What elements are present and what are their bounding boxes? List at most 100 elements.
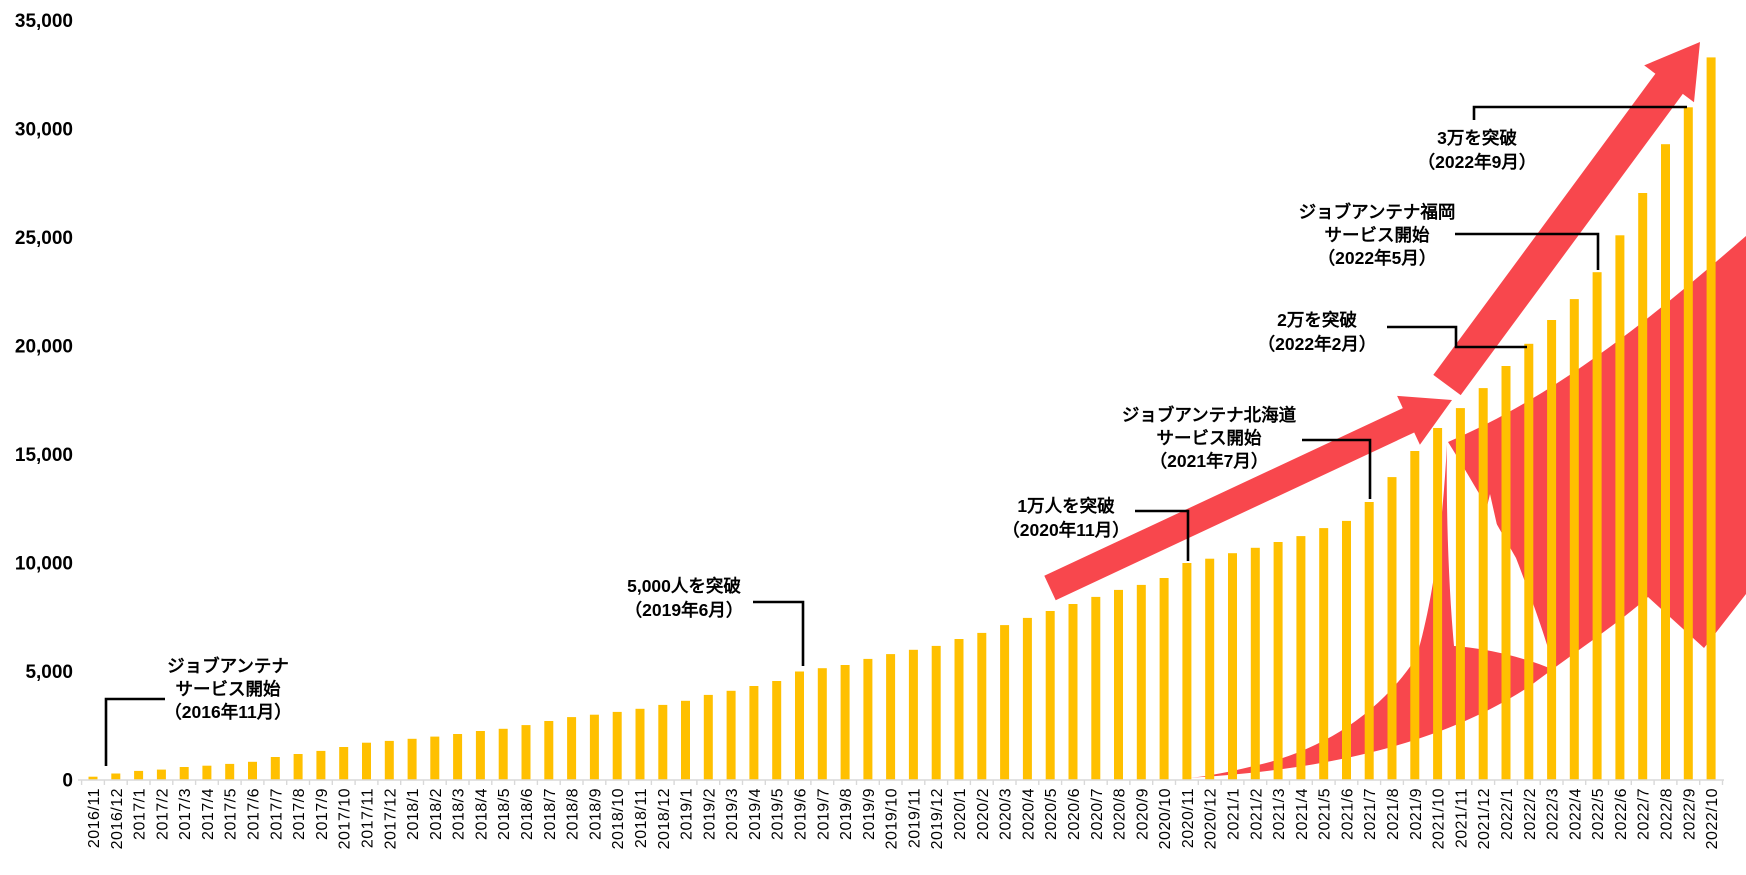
bar-2017/5 [225, 763, 235, 780]
bar-2019/4 [749, 686, 759, 780]
x-tick-label: 2018/12 [656, 788, 673, 849]
annotation-2020/11: 1万人を突破 （2020年11月） [1002, 496, 1190, 561]
x-tick-label: 2020/11 [1180, 788, 1197, 848]
bar-2020/10 [1159, 578, 1169, 780]
bar-2021/4 [1296, 536, 1306, 780]
x-tick-label: 2018/11 [633, 788, 650, 848]
x-tick-label: 2016/12 [109, 788, 126, 849]
bar-2021/11 [1455, 408, 1465, 780]
bar-2017/10 [339, 747, 349, 780]
x-tick-label: 2022/9 [1681, 788, 1698, 840]
bar-2017/7 [270, 757, 280, 780]
x-tick-label: 2020/4 [1020, 788, 1037, 840]
x-tick-label: 2020/5 [1043, 788, 1060, 840]
bar-2021/5 [1319, 528, 1329, 780]
bar-2019/10 [886, 654, 896, 780]
bars-group [88, 57, 1716, 781]
x-tick-label: 2020/7 [1089, 788, 1106, 840]
y-tick-label: 30,000 [15, 120, 73, 141]
y-tick-label: 5,000 [25, 662, 73, 683]
x-tick-label: 2018/3 [451, 788, 468, 840]
x-tick-label: 2017/12 [382, 788, 399, 849]
annotation-connector [104, 697, 165, 766]
annotation-text: サービス開始 [176, 679, 281, 699]
bar-2020/9 [1136, 584, 1146, 780]
x-tick-label: 2021/8 [1385, 788, 1402, 840]
x-tick-label: 2019/4 [747, 788, 764, 840]
bar-2018/5 [498, 728, 508, 780]
bar-2018/2 [430, 736, 440, 780]
bar-2020/5 [1045, 611, 1055, 780]
x-tick-label: 2017/7 [268, 788, 285, 840]
bar-2017/2 [156, 769, 166, 780]
annotation-text: （2020年11月） [1002, 520, 1129, 540]
x-tick-label: 2022/3 [1545, 788, 1562, 840]
y-tick-label: 15,000 [15, 445, 73, 466]
annotation-connector [1135, 509, 1190, 561]
annotation-text: （2022年9月） [1418, 152, 1537, 172]
bar-2019/11 [908, 649, 918, 780]
x-tick-label: 2021/9 [1408, 788, 1425, 840]
annotation-connector [1387, 325, 1527, 349]
bar-2022/10 [1706, 57, 1716, 780]
x-tick-label: 2019/1 [679, 788, 696, 840]
bar-2019/2 [703, 694, 713, 780]
x-tick-label: 2020/8 [1112, 788, 1129, 840]
x-tick-label: 2022/1 [1499, 788, 1516, 840]
x-axis-labels: 2016/11 2016/12 2017/1 2017/2 2017/3 2017/4 20… [86, 788, 1721, 849]
bar-2019/6 [795, 671, 804, 780]
x-tick-label: 2021/3 [1271, 788, 1288, 840]
x-tick-label: 2021/2 [1248, 788, 1265, 840]
x-tick-label: 2017/6 [246, 788, 263, 840]
bar-2019/7 [817, 668, 827, 780]
bar-2022/1 [1501, 366, 1511, 780]
y-tick-label: 0 [62, 771, 73, 792]
annotation-2022/2: 2万を突破 （2022年2月） [1258, 310, 1527, 354]
annotation-connector [1302, 438, 1372, 499]
milestone-annotations: ジョブアンテナサービス開始（2016年11月）5,000人を突破（2019年6月… [104, 105, 1687, 766]
big-growth-swoosh-arrow [1187, 236, 1746, 778]
bar-2020/2 [977, 632, 987, 780]
bar-2021/3 [1273, 542, 1283, 780]
bar-2020/12 [1205, 558, 1215, 780]
x-tick-label: 2019/5 [770, 788, 787, 840]
annotation-connector [1472, 105, 1687, 120]
trend-arrow-upper [1433, 42, 1700, 396]
bar-2021/10 [1433, 428, 1443, 780]
annotation-connector [1455, 232, 1600, 270]
bar-2018/11 [635, 708, 645, 780]
x-tick-label: 2019/9 [861, 788, 878, 840]
bar-2020/6 [1068, 604, 1078, 780]
x-tick-label: 2016/11 [86, 788, 103, 848]
bar-2017/8 [293, 754, 303, 780]
x-tick-label: 2017/1 [132, 788, 149, 840]
y-tick-label: 10,000 [15, 554, 73, 575]
x-tick-label: 2020/1 [952, 788, 969, 840]
x-tick-label: 2020/12 [1203, 788, 1220, 849]
bar-2018/9 [589, 714, 599, 780]
annotation-text: ジョブアンテナ [167, 656, 289, 676]
bar-2021/8 [1387, 477, 1397, 780]
x-tick-label: 2020/10 [1157, 788, 1174, 849]
bar-2021/1 [1228, 553, 1237, 780]
annotation-text: 2万を突破 [1277, 310, 1357, 330]
bar-2019/12 [931, 645, 941, 780]
annotation-connector [753, 600, 805, 666]
annotation-text: ジョブアンテナ北海道 [1122, 405, 1297, 425]
bar-2022/3 [1547, 320, 1557, 780]
bar-2018/6 [521, 725, 531, 780]
x-tick-label: 2021/4 [1294, 788, 1311, 840]
trend-arrow-lower [1044, 395, 1452, 601]
x-tick-label: 2019/12 [929, 788, 946, 849]
x-tick-label: 2022/4 [1567, 788, 1584, 840]
bar-2020/1 [954, 639, 964, 780]
bar-2019/3 [726, 690, 736, 780]
bar-2021/9 [1410, 451, 1420, 780]
bar-2016/11 [88, 776, 98, 780]
x-tick-label: 2017/2 [154, 788, 171, 840]
bar-2018/4 [475, 731, 485, 780]
bar-2018/3 [453, 734, 463, 780]
bar-2018/12 [658, 704, 668, 780]
x-tick-label: 2019/3 [724, 788, 741, 840]
bar-2018/8 [567, 717, 577, 780]
